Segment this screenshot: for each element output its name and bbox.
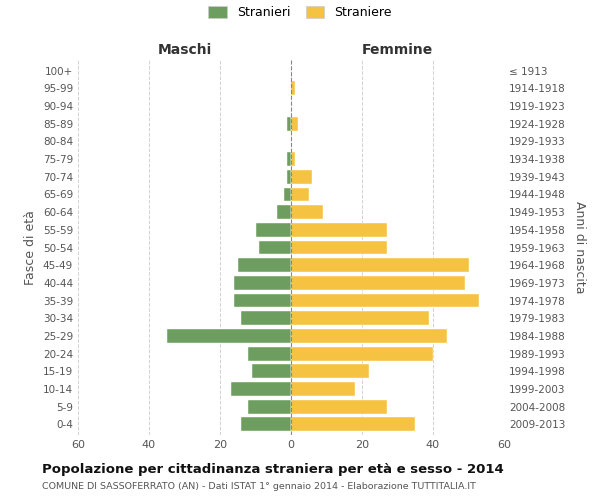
Bar [167, 329, 291, 343]
Bar [277, 205, 291, 219]
Bar [291, 418, 415, 432]
Bar [291, 170, 313, 183]
Bar [291, 258, 469, 272]
Bar [291, 240, 387, 254]
Bar [287, 152, 291, 166]
Bar [291, 346, 433, 360]
Bar [252, 364, 291, 378]
Bar [291, 329, 447, 343]
Bar [291, 294, 479, 308]
Legend: Stranieri, Straniere: Stranieri, Straniere [208, 6, 392, 19]
Bar [234, 294, 291, 308]
Bar [241, 418, 291, 432]
Bar [291, 117, 298, 130]
Bar [291, 382, 355, 396]
Bar [287, 117, 291, 130]
Bar [291, 82, 295, 95]
Bar [291, 152, 295, 166]
Bar [291, 188, 309, 202]
Bar [291, 276, 465, 290]
Bar [284, 188, 291, 202]
Bar [248, 346, 291, 360]
Text: Maschi: Maschi [157, 44, 212, 58]
Bar [230, 382, 291, 396]
Bar [256, 223, 291, 236]
Bar [238, 258, 291, 272]
Bar [291, 205, 323, 219]
Text: Femmine: Femmine [362, 44, 433, 58]
Y-axis label: Fasce di età: Fasce di età [25, 210, 37, 285]
Bar [291, 223, 387, 236]
Y-axis label: Anni di nascita: Anni di nascita [574, 201, 586, 294]
Bar [241, 312, 291, 325]
Text: Popolazione per cittadinanza straniera per età e sesso - 2014: Popolazione per cittadinanza straniera p… [42, 462, 504, 475]
Bar [287, 170, 291, 183]
Bar [259, 240, 291, 254]
Text: COMUNE DI SASSOFERRATO (AN) - Dati ISTAT 1° gennaio 2014 - Elaborazione TUTTITAL: COMUNE DI SASSOFERRATO (AN) - Dati ISTAT… [42, 482, 476, 491]
Bar [248, 400, 291, 413]
Bar [291, 400, 387, 413]
Bar [291, 312, 430, 325]
Bar [234, 276, 291, 290]
Bar [291, 364, 369, 378]
